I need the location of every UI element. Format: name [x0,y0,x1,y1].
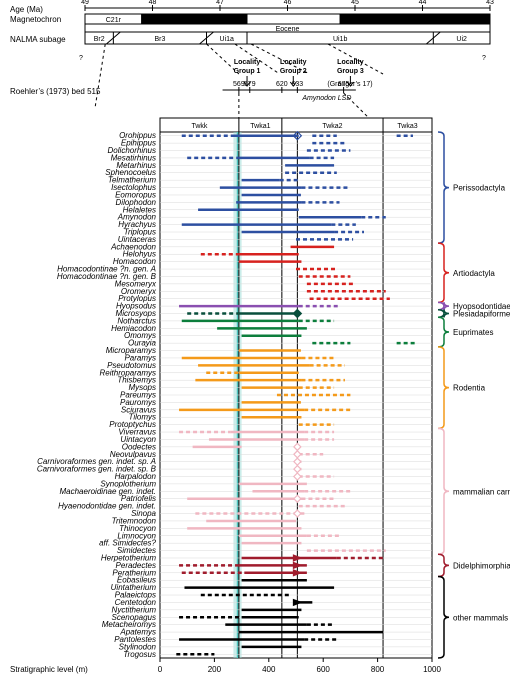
svg-text:Age (Ma): Age (Ma) [10,5,43,14]
svg-text:Stratigraphic level (m): Stratigraphic level (m) [10,665,88,674]
svg-text:Locality: Locality [337,59,364,66]
svg-text:Roehler’s (1973) bed 515: Roehler’s (1973) bed 515 [10,87,101,96]
svg-text:?: ? [482,55,486,62]
svg-text:Didelphimorphia: Didelphimorphia [453,561,510,570]
svg-text:633: 633 [292,81,304,88]
svg-text:Group 1: Group 1 [234,68,261,75]
svg-text:Euprimates: Euprimates [453,328,493,337]
svg-text:47: 47 [216,0,224,6]
svg-text:Magnetochron: Magnetochron [10,15,61,24]
svg-text:Twka2: Twka2 [322,123,342,130]
svg-text:46: 46 [284,0,292,6]
svg-text:other mammals: other mammals [453,613,508,622]
svg-text:Ui2: Ui2 [456,36,467,43]
svg-text:45: 45 [351,0,359,6]
svg-text:C21n: C21n [186,17,203,24]
svg-text:(Granger’s 17): (Granger’s 17) [327,81,372,88]
svg-text:Rodentia: Rodentia [453,384,486,393]
svg-text:200: 200 [208,665,222,674]
svg-text:Ui1a: Ui1a [220,36,235,43]
svg-text:C20r: C20r [407,17,423,24]
svg-text:579: 579 [244,81,256,88]
svg-text:Ui1b: Ui1b [333,36,348,43]
svg-text:Artiodactyla: Artiodactyla [453,269,495,278]
svg-text:1000: 1000 [423,665,441,674]
svg-text:49: 49 [81,0,89,6]
svg-text:0: 0 [158,665,163,674]
svg-text:C21r: C21r [106,17,122,24]
svg-text:Plesiadapiformes: Plesiadapiformes [453,310,510,319]
svg-text:Locality: Locality [280,59,307,66]
svg-text:48: 48 [149,0,157,6]
svg-text:Perissodactyla: Perissodactyla [453,184,506,193]
svg-text:800: 800 [371,665,385,674]
svg-text:620: 620 [276,81,288,88]
range-chart: Age (Ma) 49 48 47 46 45 44 43 Magnetochron C21r C2… [0,0,510,688]
svg-text:600: 600 [317,665,331,674]
svg-text:43: 43 [486,0,494,6]
svg-text:400: 400 [262,665,276,674]
svg-text:Br2: Br2 [94,36,105,43]
svg-text:Twka3: Twka3 [397,123,417,130]
svg-text:Br3: Br3 [154,36,165,43]
svg-text:44: 44 [419,0,427,6]
svg-text:Twka1: Twka1 [250,123,270,130]
svg-text:Twkk: Twkk [191,123,207,130]
svg-text:Group 3: Group 3 [337,68,364,75]
svg-text:Group 2: Group 2 [280,68,307,75]
svg-text:mammalian carnivores: mammalian carnivores [453,487,510,496]
svg-text:Trogosus: Trogosus [123,650,156,659]
svg-text:?: ? [79,55,83,62]
svg-text:Amynodon LSD: Amynodon LSD [301,95,351,102]
svg-text:Locality: Locality [234,59,261,66]
svg-text:NALMA subage: NALMA subage [10,35,66,44]
